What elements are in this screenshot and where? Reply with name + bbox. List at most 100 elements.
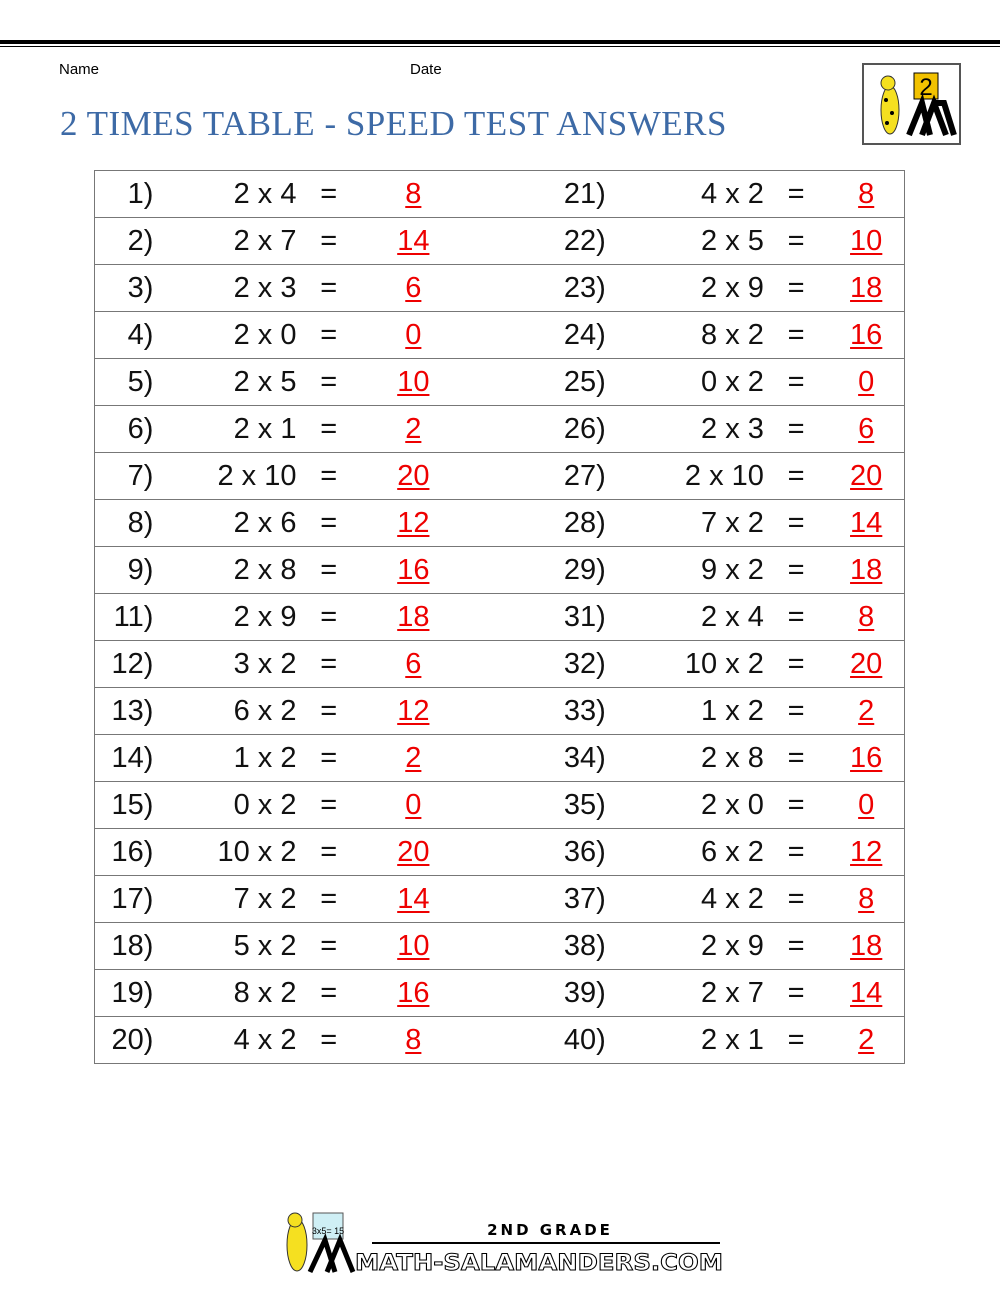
question-expression: 10 x 2 — [217, 835, 297, 868]
question-number: 29) — [563, 553, 606, 586]
question-number: 26) — [563, 412, 606, 445]
question-expression: 2 x 0 — [701, 788, 764, 821]
name-label: Name — [59, 61, 100, 78]
equals-sign: = — [787, 647, 805, 680]
question-number: 34) — [563, 741, 606, 774]
table-row: 19) 8 x 2 = 16 39) 2 x 7 = 14 — [94, 969, 905, 1017]
question-number: 14) — [111, 741, 154, 774]
equals-sign: = — [320, 553, 338, 586]
question-number: 2) — [127, 224, 154, 257]
equals-sign: = — [320, 459, 338, 492]
answer: 14 — [850, 506, 883, 539]
answer: 6 — [405, 271, 422, 304]
footer-grade: 2ND GRADE — [487, 1221, 613, 1239]
equals-sign: = — [320, 741, 338, 774]
table-row: 8) 2 x 6 = 12 28) 7 x 2 = 14 — [94, 499, 905, 547]
question-expression: 2 x 1 — [233, 412, 297, 445]
question-expression: 2 x 9 — [233, 600, 297, 633]
answer: 20 — [850, 459, 883, 492]
question-number: 21) — [563, 177, 606, 210]
question-expression: 1 x 2 — [701, 694, 764, 727]
answer: 16 — [397, 553, 430, 586]
equals-sign: = — [787, 694, 805, 727]
question-expression: 7 x 2 — [701, 506, 764, 539]
question-expression: 4 x 2 — [233, 1023, 297, 1056]
answer: 8 — [405, 1023, 422, 1056]
equals-sign: = — [787, 412, 805, 445]
answer: 12 — [397, 694, 430, 727]
question-number: 39) — [563, 976, 606, 1009]
question-number: 8) — [127, 506, 154, 539]
equals-sign: = — [320, 365, 338, 398]
question-number: 27) — [563, 459, 606, 492]
question-expression: 2 x 4 — [233, 177, 297, 210]
question-expression: 2 x 9 — [701, 271, 764, 304]
question-expression: 0 x 2 — [701, 365, 764, 398]
answer: 2 — [858, 1023, 875, 1056]
answer: 20 — [397, 459, 430, 492]
question-expression: 6 x 2 — [701, 835, 764, 868]
question-number: 37) — [563, 882, 606, 915]
answer: 18 — [850, 271, 883, 304]
equals-sign: = — [787, 224, 805, 257]
equals-sign: = — [787, 271, 805, 304]
table-row: 9) 2 x 8 = 16 29) 9 x 2 = 18 — [94, 546, 905, 594]
question-number: 31) — [563, 600, 606, 633]
question-number: 28) — [563, 506, 606, 539]
equals-sign: = — [320, 506, 338, 539]
question-number: 4) — [127, 318, 154, 351]
question-expression: 2 x 3 — [701, 412, 764, 445]
question-number: 11) — [113, 600, 154, 633]
equals-sign: = — [787, 318, 805, 351]
answer: 0 — [858, 788, 875, 821]
answer: 2 — [858, 694, 875, 727]
equals-sign: = — [320, 1023, 338, 1056]
answer: 18 — [397, 600, 430, 633]
question-number: 7) — [127, 459, 154, 492]
equals-sign: = — [787, 929, 805, 962]
table-row: 17) 7 x 2 = 14 37) 4 x 2 = 8 — [94, 875, 905, 923]
question-expression: 2 x 7 — [701, 976, 764, 1009]
equals-sign: = — [320, 318, 338, 351]
question-expression: 8 x 2 — [701, 318, 764, 351]
table-row: 1) 2 x 4 = 8 21) 4 x 2 = 8 — [94, 170, 905, 218]
equals-sign: = — [787, 553, 805, 586]
question-expression: 8 x 2 — [233, 976, 297, 1009]
question-expression: 4 x 2 — [701, 177, 764, 210]
equals-sign: = — [787, 788, 805, 821]
question-number: 17) — [111, 882, 154, 915]
answer: 16 — [397, 976, 430, 1009]
date-label: Date — [410, 61, 442, 78]
answer: 6 — [405, 647, 422, 680]
answer: 2 — [405, 412, 422, 445]
equals-sign: = — [320, 976, 338, 1009]
question-expression: 2 x 5 — [701, 224, 764, 257]
equals-sign: = — [787, 600, 805, 633]
answer: 16 — [850, 318, 883, 351]
top-rule — [0, 40, 1000, 44]
answer: 8 — [858, 600, 875, 633]
question-number: 25) — [563, 365, 606, 398]
table-row: 5) 2 x 5 = 10 25) 0 x 2 = 0 — [94, 358, 905, 406]
question-number: 3) — [127, 271, 154, 304]
equals-sign: = — [787, 976, 805, 1009]
question-number: 38) — [563, 929, 606, 962]
equals-sign: = — [787, 1023, 805, 1056]
question-number: 22) — [563, 224, 606, 257]
question-expression: 2 x 10 — [217, 459, 297, 492]
equals-sign: = — [787, 459, 805, 492]
answer: 18 — [850, 929, 883, 962]
table-row: 15) 0 x 2 = 0 35) 2 x 0 = 0 — [94, 781, 905, 829]
question-number: 20) — [111, 1023, 154, 1056]
question-expression: 4 x 2 — [701, 882, 764, 915]
question-expression: 2 x 0 — [233, 318, 297, 351]
table-row: 16) 10 x 2 = 20 36) 6 x 2 = 12 — [94, 828, 905, 876]
salamander-logo: 2 — [862, 63, 961, 145]
top-rule-thin — [0, 46, 1000, 47]
question-number: 13) — [111, 694, 154, 727]
question-expression: 2 x 6 — [233, 506, 297, 539]
question-expression: 2 x 1 — [701, 1023, 764, 1056]
answer: 16 — [850, 741, 883, 774]
answer: 20 — [850, 647, 883, 680]
answer: 8 — [405, 177, 422, 210]
